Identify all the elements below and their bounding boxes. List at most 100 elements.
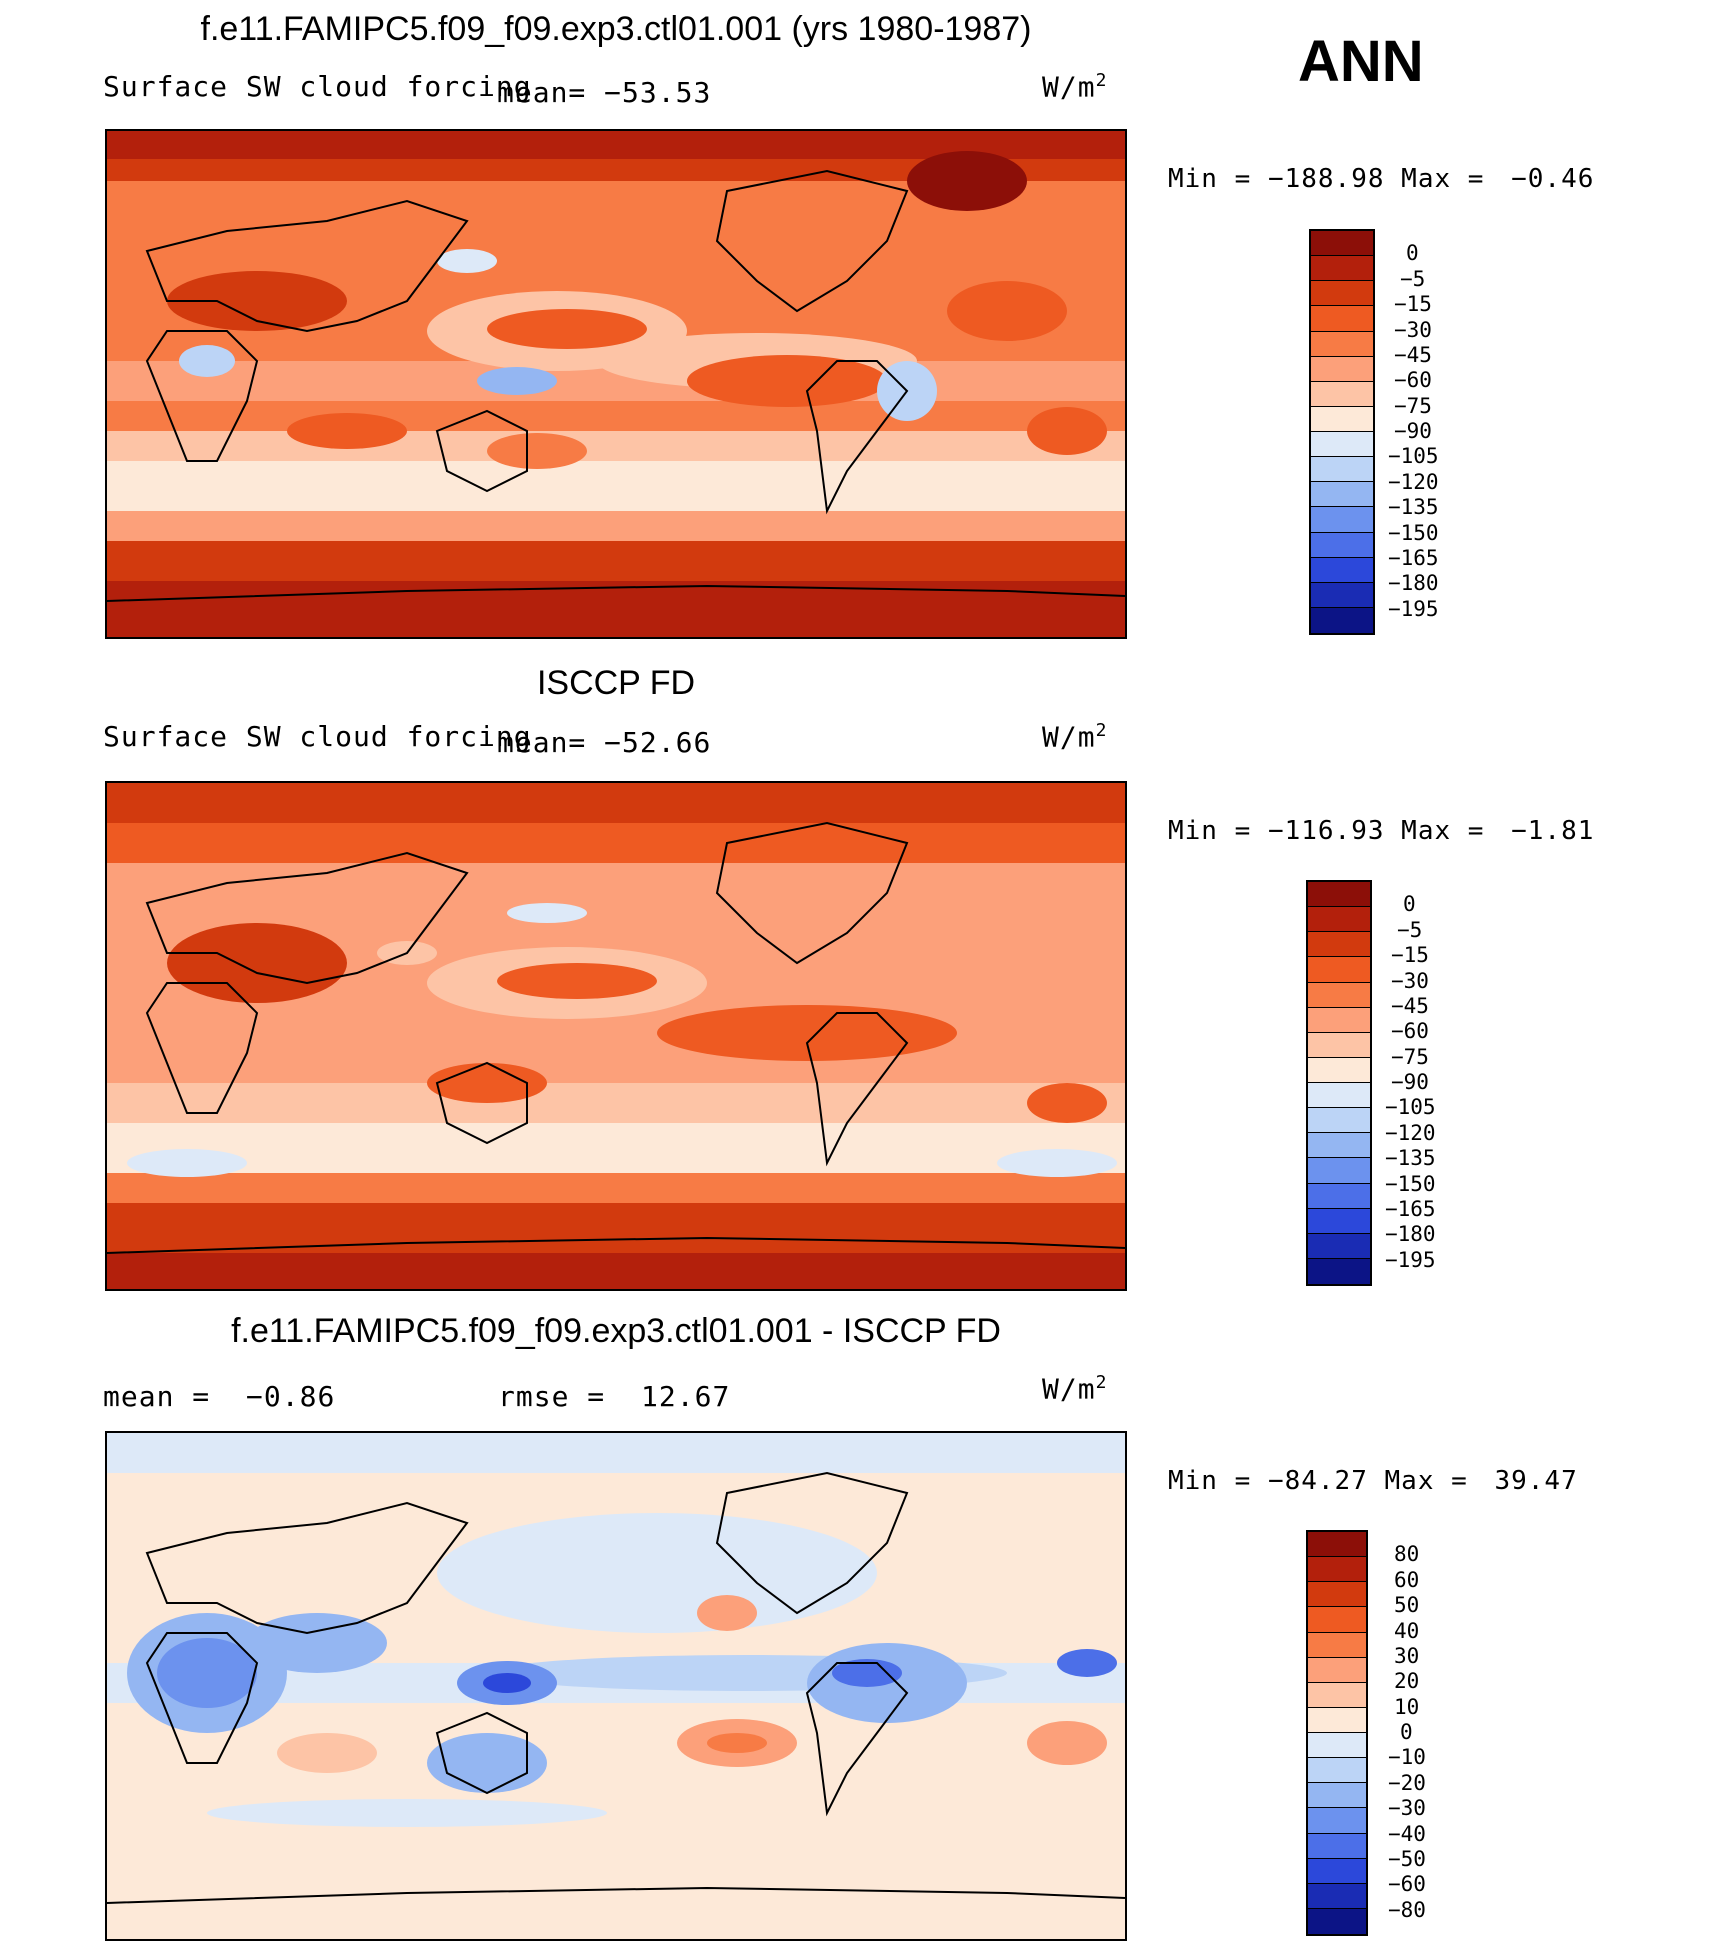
colorbar-tick-label: −120 (1388, 469, 1439, 494)
colorbar-swatch (1308, 957, 1370, 983)
colorbar-tick-label: −90 (1391, 1070, 1429, 1094)
panel2-max-label: Max = (1401, 816, 1485, 846)
panel2-max-value: −1.81 (1511, 816, 1595, 846)
colorbar-tick-label: −5 (1397, 917, 1423, 942)
panel1-title: f.e11.FAMIPC5.f09_f09.exp3.ctl01.001 (yr… (200, 10, 1032, 48)
colorbar-tick-label: 0 (1403, 892, 1416, 917)
panel1-minmax: Min = −188.98 Max = −0.46 (1168, 164, 1594, 194)
colorbar-swatch (1311, 231, 1373, 257)
colorbar-swatch (1308, 1007, 1370, 1033)
colorbar-tick-label: 30 (1394, 1643, 1420, 1668)
colorbar-tick-label: 40 (1394, 1618, 1420, 1643)
panel1-max-label: Max = (1401, 164, 1485, 194)
colorbar-swatch (1308, 1883, 1366, 1909)
colorbar-swatch (1308, 1783, 1366, 1809)
colorbar-swatch (1311, 306, 1373, 332)
colorbar-tick-label: −5 (1400, 266, 1426, 291)
colorbar-swatch (1308, 1758, 1366, 1784)
colorbar-tick-label: 10 (1394, 1694, 1420, 1719)
colorbar-tick-label: −135 (1385, 1146, 1436, 1171)
colorbar-tick-label: −80 (1388, 1897, 1426, 1922)
colorbar-swatch (1308, 1582, 1366, 1608)
colorbar-tick-label: 50 (1394, 1593, 1420, 1618)
units-exponent: 2 (1095, 70, 1108, 91)
colorbar-swatch (1308, 1133, 1370, 1159)
colorbar-swatch (1308, 1682, 1366, 1708)
colorbar-swatch (1311, 532, 1373, 558)
panel1-colorbar-labels: 0 −5 −15 −30 −45 −60 −75 −90 −105 −120 −135 −150 −16… (1388, 229, 1498, 635)
panel3-title: f.e11.FAMIPC5.f09_f09.exp3.ctl01.001 - I… (231, 1312, 1001, 1350)
colorbar-tick-label: −60 (1391, 1019, 1429, 1044)
panel3-min-value: −84.27 (1267, 1466, 1368, 1496)
colorbar-tick-label: −45 (1391, 993, 1429, 1018)
panel3-colorbar (1306, 1530, 1368, 1936)
colorbar-swatch (1311, 331, 1373, 357)
panel2-units: W/m2 (1042, 720, 1107, 753)
colorbar-tick-label: −60 (1388, 1872, 1426, 1897)
panel3-max-value: 39.47 (1494, 1466, 1578, 1496)
colorbar-tick-label: −20 (1388, 1770, 1426, 1795)
colorbar-swatch (1308, 982, 1370, 1008)
colorbar-swatch (1311, 381, 1373, 407)
colorbar-swatch (1311, 482, 1373, 508)
colorbar-tick-label: −105 (1385, 1095, 1436, 1120)
colorbar-swatch (1308, 1258, 1370, 1284)
colorbar-tick-label: −105 (1388, 444, 1439, 469)
colorbar-swatch (1308, 1057, 1370, 1083)
panel1-units: W/m2 (1042, 70, 1107, 103)
colorbar-tick-label: −180 (1388, 571, 1439, 596)
panel2-min-label: Min = (1168, 816, 1252, 846)
colorbar-swatch (1308, 1858, 1366, 1884)
colorbar-tick-label: −30 (1391, 968, 1429, 993)
panel3-max-label: Max = (1384, 1466, 1468, 1496)
colorbar-swatch (1308, 1833, 1366, 1859)
colorbar-swatch (1308, 1032, 1370, 1058)
colorbar-tick-label: −75 (1394, 393, 1432, 418)
colorbar-swatch (1308, 1557, 1366, 1583)
colorbar-tick-label: −180 (1385, 1222, 1436, 1247)
colorbar-swatch (1311, 607, 1373, 633)
colorbar-tick-label: 80 (1394, 1542, 1420, 1567)
colorbar-tick-label: −60 (1394, 368, 1432, 393)
colorbar-tick-label: −195 (1388, 596, 1439, 621)
panel2-mean: mean= −52.66 (497, 726, 711, 759)
colorbar-tick-label: −30 (1394, 317, 1432, 342)
panel1-map (105, 129, 1127, 639)
colorbar-swatch (1308, 1158, 1370, 1184)
panel3-units: W/m2 (1042, 1372, 1107, 1405)
panel1-variable: Surface SW cloud forcing (103, 70, 532, 103)
colorbar-swatch (1308, 1233, 1370, 1259)
panel3-map (105, 1431, 1127, 1941)
panel2-variable: Surface SW cloud forcing (103, 720, 532, 753)
colorbar-swatch (1311, 281, 1373, 307)
colorbar-swatch (1308, 907, 1370, 933)
colorbar-swatch (1308, 1183, 1370, 1209)
colorbar-tick-label: −30 (1388, 1796, 1426, 1821)
colorbar-swatch (1308, 1632, 1366, 1658)
colorbar-swatch (1311, 256, 1373, 282)
panel3-mean-label: mean = (103, 1380, 211, 1413)
panel2-mean-value: −52.66 (604, 726, 712, 759)
colorbar-swatch (1308, 1908, 1366, 1934)
panel2-minmax: Min = −116.93 Max = −1.81 (1168, 816, 1594, 846)
season-label: ANN (1298, 29, 1424, 94)
colorbar-tick-label: 0 (1400, 1720, 1413, 1744)
panel2-map (105, 781, 1127, 1291)
panel2-title: ISCCP FD (536, 664, 696, 702)
colorbar-tick-label: −15 (1391, 943, 1429, 968)
colorbar-tick-label: −10 (1388, 1745, 1426, 1770)
colorbar-tick-label: −75 (1391, 1044, 1429, 1069)
panel1-max-value: −0.46 (1511, 164, 1595, 194)
units-exponent: 2 (1095, 720, 1108, 741)
colorbar-tick-label: −120 (1385, 1120, 1436, 1145)
colorbar-tick-label: −150 (1385, 1171, 1436, 1196)
panel3-rmse-label: rmse = (498, 1380, 606, 1413)
panel3-mean: mean = −0.86 (103, 1380, 335, 1413)
colorbar-swatch (1311, 457, 1373, 483)
colorbar-tick-label: −150 (1388, 520, 1439, 545)
panel3-mean-value: −0.86 (246, 1380, 336, 1413)
colorbar-tick-label: −195 (1385, 1247, 1436, 1272)
colorbar-swatch (1308, 1607, 1366, 1633)
units-text: W/m (1042, 1372, 1096, 1406)
colorbar-swatch (1308, 932, 1370, 958)
